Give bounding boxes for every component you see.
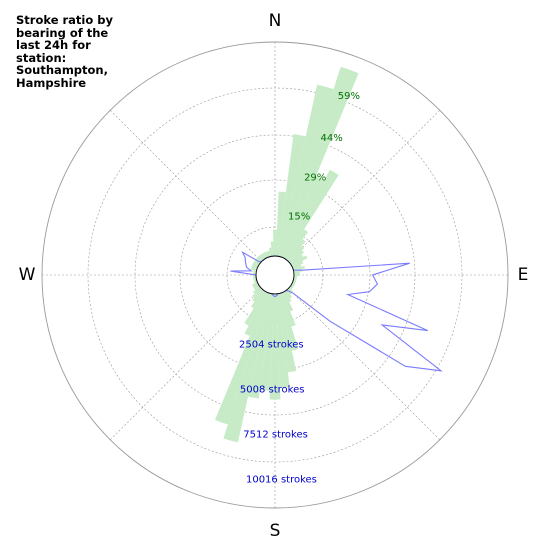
ratio-bar: [252, 261, 259, 267]
ratio-bars: [215, 66, 359, 443]
grid-spoke: [110, 110, 262, 262]
ratio-bar: [215, 292, 270, 425]
ratio-bar: [285, 290, 292, 299]
center-circle: [255, 255, 295, 295]
ratio-bar: [250, 267, 257, 271]
stroke-tick-label: 10016 strokes: [246, 474, 317, 485]
ratio-bar: [277, 134, 306, 257]
ratio-bar: [244, 291, 267, 326]
ratio-bar: [250, 290, 265, 309]
ratio-bar: [253, 270, 257, 273]
ratio-bar: [283, 291, 292, 303]
ratio-tick-label: 59%: [338, 91, 360, 102]
compass-label-west: W: [19, 265, 36, 285]
stroke-tick-label: 5008 strokes: [240, 384, 305, 395]
ratio-bar: [252, 282, 259, 287]
ratio-bar: [275, 191, 286, 257]
ratio-bar: [293, 277, 297, 280]
ratio-bar: [279, 293, 299, 351]
ratio-bar: [269, 293, 281, 400]
ratio-bar: [290, 254, 304, 265]
ratio-bar: [254, 285, 260, 291]
ratio-bar: [253, 275, 257, 278]
ratio-bar: [287, 245, 305, 263]
ratio-tick-label: 44%: [321, 133, 343, 144]
ratio-bar: [254, 259, 260, 265]
ratio-bar: [280, 292, 296, 327]
stroke-tick-label: 7512 strokes: [243, 429, 308, 440]
ratio-bar: [282, 291, 294, 312]
ratio-bar: [252, 286, 261, 294]
ratio-bar: [287, 287, 294, 294]
ratio-tick-label: 15%: [288, 211, 310, 222]
ratio-bar: [256, 256, 263, 263]
ratio-bar: [252, 263, 259, 268]
ratio-bar: [270, 241, 275, 257]
ratio-bar: [259, 254, 265, 260]
compass-label-north: N: [269, 11, 282, 31]
ratio-bar: [244, 291, 268, 336]
ratio-bar: [252, 283, 259, 289]
compass-label-south: S: [270, 521, 281, 541]
ratio-bar: [248, 293, 273, 399]
ratio-bar: [289, 250, 305, 264]
ratio-bar: [258, 255, 264, 261]
ratio-bar: [252, 287, 263, 298]
compass-label-east: E: [518, 265, 529, 285]
ratio-bar: [279, 84, 334, 257]
ratio-bar: [275, 293, 290, 388]
ratio-bar: [277, 293, 297, 373]
ratio-bar: [251, 265, 258, 270]
stroke-tick-label: 2504 strokes: [239, 339, 304, 350]
ratio-bar: [292, 264, 302, 270]
ratio-tick-label: 29%: [304, 172, 326, 183]
grid-spoke: [288, 288, 440, 440]
ratio-bar: [253, 272, 257, 275]
ratio-bar: [293, 271, 300, 275]
ratio-bar: [259, 293, 275, 391]
ratio-bar: [293, 273, 300, 277]
ratio-bar: [268, 247, 273, 257]
ratio-bar: [223, 293, 271, 443]
ratio-bar: [263, 252, 268, 259]
ratio-bar: [267, 250, 271, 257]
ratio-bar: [291, 260, 304, 268]
ratio-bar: [285, 229, 308, 260]
ratio-bar: [265, 251, 270, 258]
ratio-bar: [280, 66, 359, 258]
ratio-bar: [282, 176, 325, 259]
ratio-bar: [273, 229, 277, 257]
ratio-bar: [261, 252, 267, 259]
ratio-bar: [291, 255, 308, 267]
ratio-bar: [253, 277, 257, 280]
ratio-bar: [293, 275, 297, 278]
ratio-bar: [292, 280, 296, 284]
ratio-bar: [293, 279, 297, 282]
ratio-bar: [252, 289, 264, 302]
chart-labels: N E S W 15% 29% 44% 59% 2504 strokes 5008 strokes…: [19, 11, 529, 541]
chart-title: Stroke ratio by bearing of the last 24h …: [16, 13, 113, 90]
ratio-bar: [286, 238, 306, 261]
center-hole: [255, 255, 295, 295]
ratio-bar: [283, 169, 339, 259]
